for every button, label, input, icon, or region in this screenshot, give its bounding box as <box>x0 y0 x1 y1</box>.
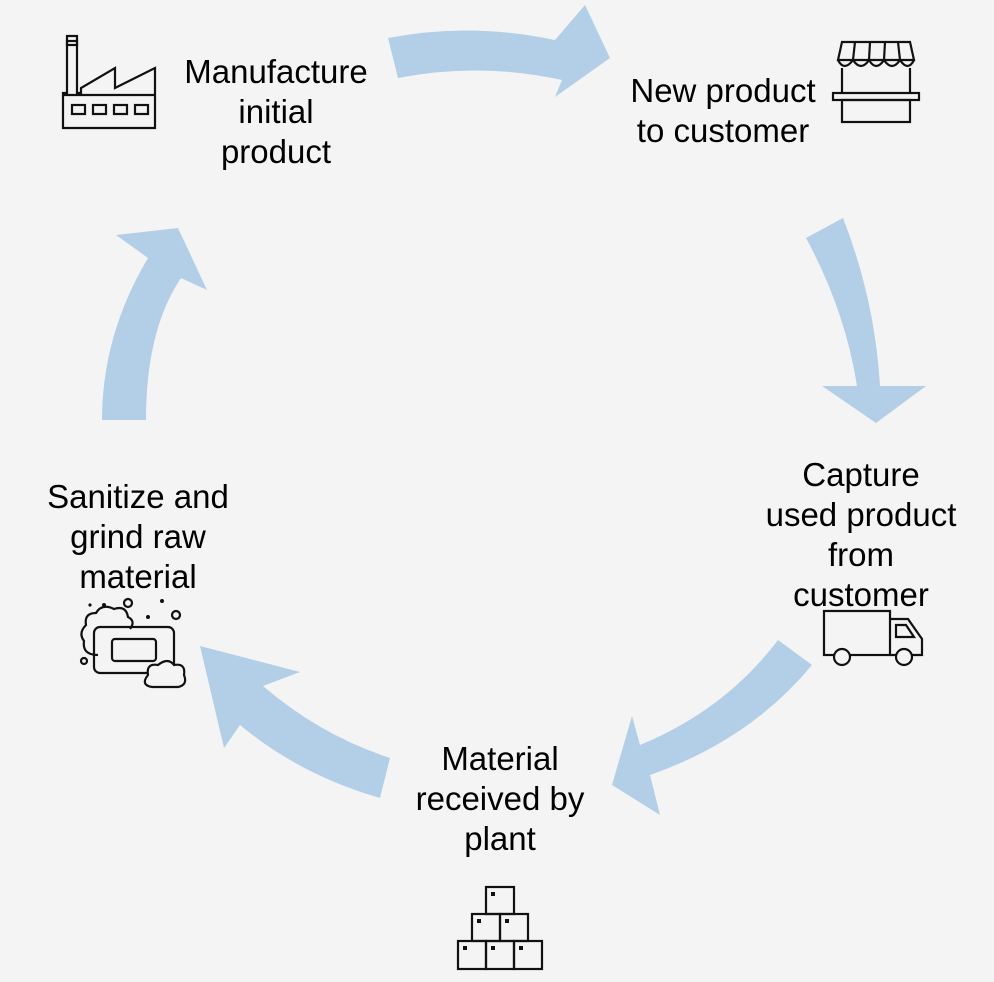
arrow-sanitize-to-manufacture <box>102 228 207 420</box>
step-label-new-product: New product to customer <box>612 71 834 151</box>
label-line: Material <box>441 740 559 777</box>
step-label-sanitize: Sanitize and grind raw material <box>26 477 250 597</box>
label-line: material <box>79 558 197 595</box>
label-line: initial <box>238 93 314 130</box>
delivery-truck-icon <box>822 607 926 669</box>
label-line: grind raw <box>70 518 206 555</box>
label-line: customer <box>793 576 929 613</box>
arrow-new-product-to-capture <box>806 218 926 423</box>
factory-icon <box>60 33 160 131</box>
label-line: New product <box>630 72 816 109</box>
stacked-boxes-icon <box>456 885 544 971</box>
label-line: Sanitize and <box>47 478 229 515</box>
step-label-manufacture: Manufacture initial product <box>166 52 386 172</box>
label-line: product <box>220 133 332 170</box>
arrow-material-to-sanitize <box>200 646 390 798</box>
arrow-capture-to-material <box>612 640 812 815</box>
arrow-manufacture-to-new-product <box>388 5 610 97</box>
label-line: received by <box>415 780 585 817</box>
label-line: plant <box>464 820 536 857</box>
step-label-material: Material received by plant <box>390 739 610 859</box>
storefront-icon <box>830 38 922 126</box>
step-label-capture: Capture used product from customer <box>745 455 977 615</box>
label-line: Manufacture <box>184 53 368 90</box>
label-line: to customer <box>636 112 810 149</box>
label-line: used product <box>765 496 957 533</box>
soap-bubbles-icon <box>76 595 188 691</box>
label-line: from <box>828 536 894 573</box>
label-line: Capture <box>802 456 920 493</box>
